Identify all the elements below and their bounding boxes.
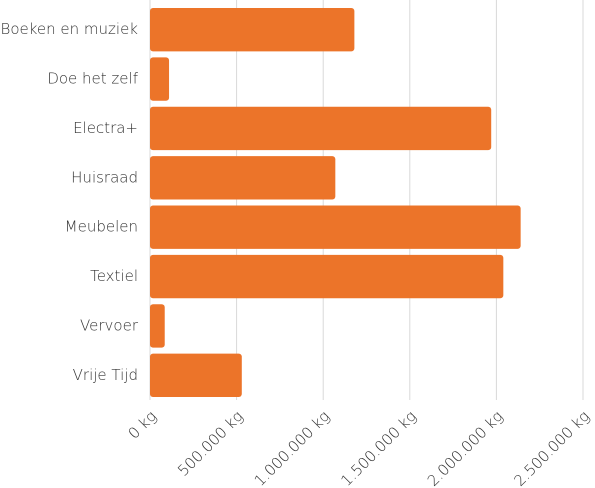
y-tick-label: Electra+	[73, 119, 138, 137]
bar	[150, 254, 504, 299]
bar	[150, 156, 336, 200]
y-tick-label: Huisraad	[71, 168, 138, 186]
x-tick-label: 0 kg	[125, 407, 160, 442]
x-tick-label: 1.000.000 kg	[251, 407, 334, 488]
bar	[150, 106, 492, 151]
x-tick-label: 2.000.000 kg	[424, 407, 507, 488]
y-tick-label: Vervoer	[80, 316, 139, 334]
bar	[150, 304, 165, 348]
bar	[150, 57, 170, 101]
y-tick-label: Vrije Tijd	[73, 366, 138, 384]
x-tick-label: 2.500.000 kg	[510, 407, 593, 488]
bar	[150, 205, 521, 249]
y-tick-label: Doe het zelf	[47, 70, 138, 88]
bar	[150, 7, 355, 52]
y-tick-label: Boeken en muziek	[1, 20, 139, 38]
y-tick-label: Meubelen	[65, 218, 138, 236]
y-tick-label: Textiel	[90, 267, 138, 285]
x-tick-label: 1.500.000 kg	[337, 407, 420, 488]
x-tick-label: 500.000 kg	[174, 407, 246, 479]
bar	[150, 353, 242, 398]
